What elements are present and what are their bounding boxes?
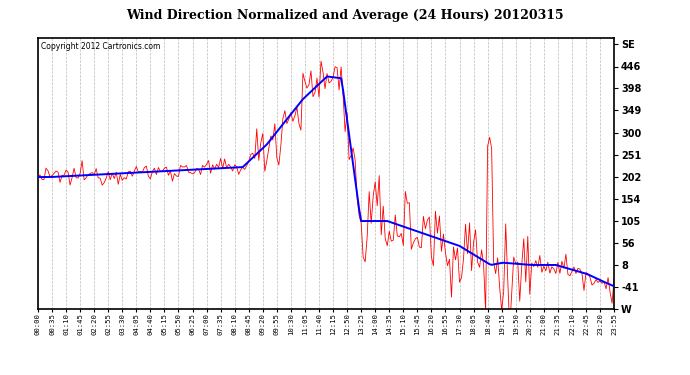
Text: Wind Direction Normalized and Average (24 Hours) 20120315: Wind Direction Normalized and Average (2… [126,9,564,22]
Text: Copyright 2012 Cartronics.com: Copyright 2012 Cartronics.com [41,42,160,51]
